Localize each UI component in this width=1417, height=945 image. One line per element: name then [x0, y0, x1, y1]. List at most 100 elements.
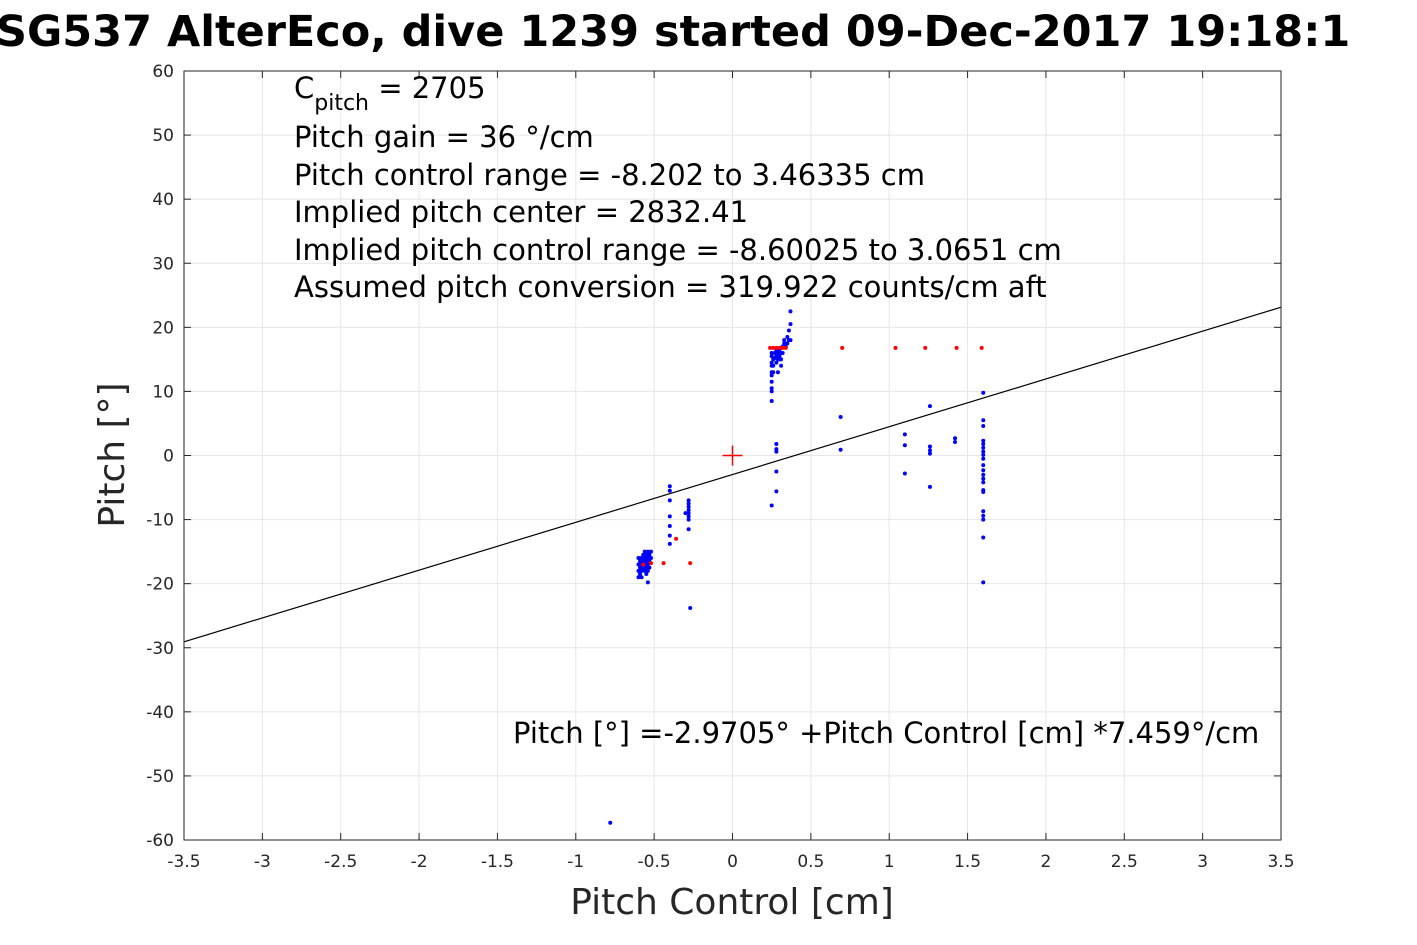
data-point-s0-109 — [981, 418, 986, 423]
data-point-s0-123 — [981, 490, 986, 495]
data-point-s0-39 — [686, 498, 691, 503]
data-point-s0-22 — [645, 549, 650, 554]
data-point-s0-48 — [688, 606, 693, 611]
data-point-s0-42 — [686, 507, 691, 512]
implied-range-annotation: Implied pitch control range = -8.60025 t… — [294, 233, 1062, 267]
x-tick-label-11: 2 — [1041, 852, 1052, 872]
data-point-s0-26 — [645, 580, 650, 585]
data-point-s0-103 — [927, 448, 932, 453]
conversion-annotation: Assumed pitch conversion = 319.922 count… — [294, 270, 1047, 304]
data-point-s0-78 — [782, 341, 787, 346]
y-tick-label-2: -40 — [146, 703, 174, 723]
y-tick-label-4: -20 — [146, 575, 174, 595]
data-point-s1-10 — [783, 345, 788, 350]
data-point-s0-12 — [641, 559, 646, 564]
y-tick-label-8: 20 — [152, 318, 174, 338]
data-point-s1-3 — [674, 536, 679, 541]
data-point-s0-43 — [686, 511, 691, 516]
data-point-s0-53 — [769, 373, 774, 378]
data-point-s0-5 — [638, 565, 643, 570]
data-point-s0-3 — [636, 575, 641, 580]
data-point-s0-74 — [779, 357, 784, 362]
data-point-s0-92 — [774, 489, 779, 494]
data-point-s1-5 — [768, 345, 773, 350]
data-point-s0-35 — [667, 514, 672, 519]
data-point-s0-124 — [981, 509, 986, 514]
x-tick-label-10: 1.5 — [954, 852, 981, 872]
data-point-s1-0 — [641, 562, 646, 567]
data-point-s0-29 — [647, 565, 652, 570]
x-tick-label-3: -2 — [411, 852, 428, 872]
data-point-s0-120 — [981, 476, 986, 481]
pitch-gain-annotation: Pitch gain = 36 °/cm — [294, 120, 594, 154]
data-point-s0-90 — [774, 449, 779, 454]
data-point-s0-31 — [649, 556, 654, 561]
data-point-s0-51 — [769, 386, 774, 391]
data-point-s0-101 — [927, 404, 932, 409]
data-point-s0-106 — [953, 436, 958, 441]
x-tick-label-4: -1.5 — [481, 852, 514, 872]
data-point-s0-96 — [838, 415, 843, 420]
c-pitch-value: = 2705 — [369, 71, 486, 105]
data-point-s0-63 — [772, 350, 777, 355]
data-point-s1-7 — [774, 345, 779, 350]
data-point-s0-10 — [639, 575, 644, 580]
axis-ticks: -3.5 -3 -2.5 -2 -1.5 -1 -0.5 0 0.5 1 1.5 2 2.5 3 3.5 -6… — [146, 62, 1294, 872]
scatter-points — [608, 309, 986, 825]
data-point-s1-11 — [840, 345, 845, 350]
data-point-s0-41 — [686, 504, 691, 509]
data-point-s0-107 — [953, 440, 958, 445]
grid-lines — [183, 70, 1282, 841]
implied-center-annotation: Implied pitch center = 2832.41 — [294, 195, 748, 229]
x-tick-label-12: 2.5 — [1111, 852, 1138, 872]
data-point-s0-108 — [981, 390, 986, 395]
x-tick-label-13: 3 — [1197, 852, 1208, 872]
data-point-s0-4 — [638, 559, 643, 564]
x-tick-label-1: -3 — [254, 852, 271, 872]
y-tick-label-10: 40 — [152, 190, 174, 210]
data-point-s0-73 — [779, 363, 784, 368]
data-point-s0-85 — [788, 338, 793, 343]
chart-title: SG537 AlterEco, dive 1239 started 09-Dec… — [0, 7, 1350, 57]
data-point-s0-65 — [774, 354, 779, 359]
y-tick-label-11: 50 — [152, 126, 174, 146]
data-point-s0-17 — [642, 568, 647, 573]
data-point-s0-47 — [683, 511, 688, 516]
data-point-s0-34 — [667, 498, 672, 503]
data-point-s0-60 — [771, 363, 776, 368]
data-point-s0-95 — [608, 820, 613, 825]
data-point-s1-4 — [688, 561, 693, 566]
y-tick-label-0: -60 — [146, 831, 174, 851]
x-tick-label-6: -0.5 — [638, 852, 671, 872]
data-point-s0-91 — [774, 469, 779, 474]
data-point-s0-126 — [981, 517, 986, 522]
data-point-s0-9 — [639, 568, 644, 573]
data-point-s0-33 — [667, 488, 672, 493]
x-tick-label-14: 3.5 — [1267, 852, 1294, 872]
data-point-s0-127 — [981, 535, 986, 540]
y-tick-label-9: 30 — [152, 254, 174, 274]
y-tick-label-7: 10 — [152, 382, 174, 402]
data-point-s0-49 — [769, 399, 774, 404]
data-point-s0-112 — [981, 441, 986, 446]
data-point-s0-84 — [786, 328, 791, 333]
x-tick-label-9: 1 — [884, 852, 895, 872]
data-point-s0-102 — [927, 444, 932, 449]
data-point-s1-14 — [954, 345, 959, 350]
data-point-s0-2 — [636, 568, 641, 573]
data-point-s1-8 — [777, 345, 782, 350]
fit-line — [183, 306, 1282, 643]
data-point-s0-6 — [638, 572, 643, 577]
data-point-s0-117 — [981, 463, 986, 468]
data-point-s0-44 — [686, 514, 691, 519]
x-tick-label-0: -3.5 — [167, 852, 200, 872]
data-point-s0-70 — [777, 354, 782, 359]
data-point-s1-2 — [661, 561, 666, 566]
data-point-s0-87 — [788, 309, 793, 314]
data-point-s1-12 — [893, 345, 898, 350]
data-point-s0-1 — [636, 562, 641, 567]
data-point-s0-114 — [981, 449, 986, 454]
y-tick-label-6: 0 — [163, 447, 174, 467]
